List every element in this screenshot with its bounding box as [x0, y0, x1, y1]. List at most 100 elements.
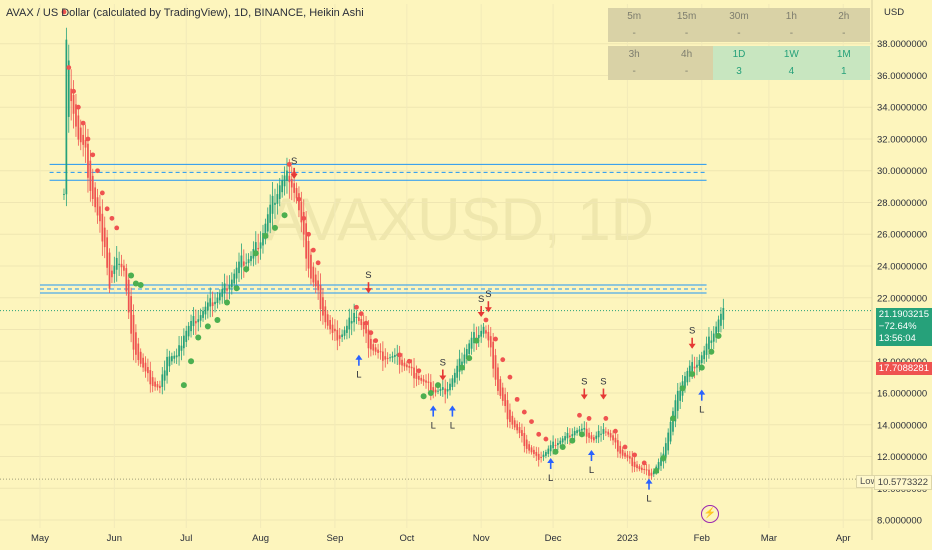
candle-body: [324, 306, 327, 323]
candle-body: [624, 452, 626, 457]
candle-body: [298, 193, 300, 211]
candle-body: [600, 433, 602, 435]
timeframe-value: -: [660, 25, 713, 42]
candle-body: [405, 364, 408, 368]
last-price-tag: 21.1903215 −72.64% 13:56:04: [875, 308, 932, 346]
candle-body: [271, 195, 274, 214]
resistance-dot: [114, 225, 120, 231]
candle-body: [139, 351, 142, 364]
candle-body: [190, 320, 192, 332]
candle-body: [545, 452, 547, 456]
candle-body: [245, 262, 248, 264]
short-label: S: [365, 270, 371, 281]
resistance-dot: [586, 416, 592, 421]
candle-body: [458, 358, 461, 372]
candle-body: [250, 255, 252, 262]
y-tick-label: 30.0000000: [877, 166, 927, 177]
lightning-icon[interactable]: ⚡: [701, 505, 719, 523]
candle-body: [684, 376, 686, 389]
resistance-dot: [622, 444, 628, 450]
resistance-dot: [529, 419, 534, 425]
candle-body: [631, 457, 634, 467]
candle-body: [99, 206, 101, 222]
candle-body: [171, 356, 173, 362]
long-arrow-head: [698, 389, 706, 395]
support-dot: [252, 250, 259, 257]
candle-body: [125, 268, 128, 292]
candle-body: [521, 430, 523, 436]
long-arrow-head: [448, 405, 456, 411]
support-dot: [698, 364, 705, 371]
resistance-dot: [296, 196, 302, 202]
y-tick-label: 32.0000000: [877, 134, 927, 145]
candle-body: [269, 204, 272, 223]
support-dot: [689, 370, 696, 377]
candle-body: [581, 428, 583, 431]
candle-body: [67, 60, 70, 117]
candle-body: [650, 472, 653, 476]
candle-body: [96, 197, 99, 216]
support-dot: [466, 355, 473, 362]
candle-body: [372, 344, 375, 351]
candle-body: [592, 437, 595, 441]
short-label: S: [291, 156, 297, 167]
candle-body: [77, 115, 80, 140]
y-tick-label: 26.0000000: [877, 230, 927, 241]
x-tick-label: Feb: [694, 533, 710, 544]
candle-body: [161, 374, 164, 387]
candle-body: [576, 430, 578, 434]
candle-body: [355, 316, 358, 318]
resistance-dot: [75, 104, 81, 110]
candle-body: [238, 261, 240, 274]
candle-body: [130, 296, 132, 334]
candle-body: [300, 201, 303, 223]
candle-body: [676, 390, 679, 411]
support-dot: [271, 224, 278, 231]
candle-body: [566, 432, 569, 439]
long-arrow-head: [645, 478, 653, 484]
candle-body: [65, 39, 68, 195]
candle-body: [257, 247, 260, 250]
long-label: L: [356, 370, 361, 381]
x-tick-label: Sep: [326, 533, 343, 544]
candle-body: [715, 326, 718, 338]
candle-body: [115, 257, 118, 270]
long-arrow-head: [355, 354, 363, 360]
resistance-dot: [358, 311, 364, 317]
candle-body: [70, 88, 73, 102]
short-arrow-head: [599, 394, 607, 400]
support-dot: [420, 393, 427, 400]
candle-body: [295, 188, 298, 199]
resistance-dot: [80, 120, 86, 126]
timeframe-values-1: - - - - -: [608, 25, 870, 42]
candle-body: [206, 302, 209, 311]
y-tick-label: 38.0000000: [877, 39, 927, 50]
candle-body: [87, 143, 89, 178]
candle-body: [451, 378, 454, 387]
y-tick-label: 34.0000000: [877, 103, 927, 114]
candle-body: [612, 435, 614, 441]
countdown-value: 13:56:04: [878, 333, 916, 344]
candle-body: [314, 274, 317, 287]
support-dot: [708, 348, 715, 355]
candle-body: [341, 334, 343, 338]
candle-body: [604, 431, 607, 433]
timeframe-value: 4: [765, 63, 818, 80]
timeframe-value: 3: [712, 63, 766, 80]
candle-body: [473, 332, 475, 344]
candle-body: [441, 387, 444, 390]
candle-body: [389, 357, 391, 359]
candle-body: [643, 468, 646, 470]
candle-body: [343, 330, 346, 336]
candle-body: [377, 349, 379, 353]
candle-body: [290, 178, 293, 188]
y-tick-label: 36.0000000: [877, 71, 927, 82]
candle-body: [533, 449, 535, 455]
support-dot: [669, 415, 676, 422]
long-arrow-head: [587, 450, 595, 456]
candle-body: [118, 263, 120, 265]
candle-body: [79, 127, 82, 143]
candle-body: [664, 443, 667, 458]
y-axis: USD8.000000010.000000012.000000014.00000…: [871, 0, 927, 540]
